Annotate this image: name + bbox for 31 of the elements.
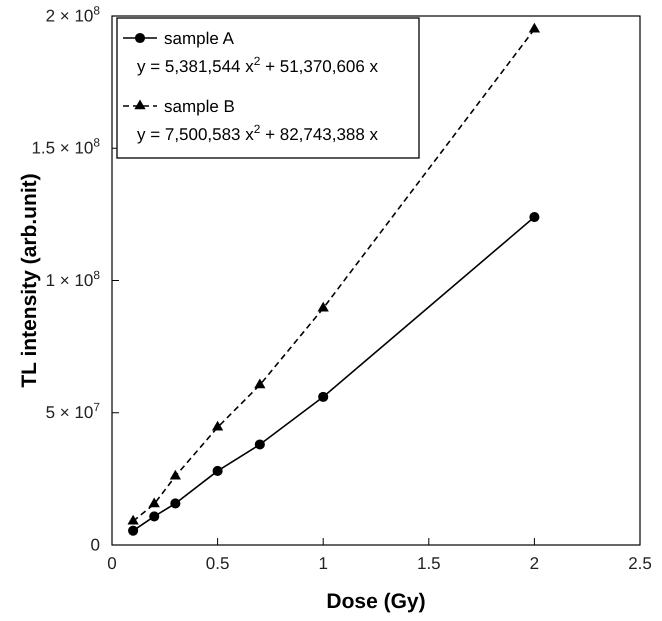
point [128,526,138,536]
x-tick-label: 0 [107,554,117,574]
point [254,378,266,388]
x-tick-label: 0.5 [206,554,230,574]
point [318,392,328,402]
x-tick-label: 2.5 [628,554,652,574]
point [170,470,181,480]
point [528,22,540,32]
y-tick-label: 2 × 10$^{8}$ [46,3,100,26]
x-tick-label: 1 [318,554,328,574]
point [318,302,329,312]
point [529,212,540,222]
legend-label: sample A [164,29,235,48]
point [254,439,265,450]
x-tick-label: 2 [530,554,540,574]
annotation: y = 7,500,583 x$^{2}$ + 82,743,388 x [137,122,379,144]
annotation: y = 5,381,544 x$^{2}$ + 51,370,606 x [137,54,379,76]
x-tick-label: 1.5 [416,554,441,574]
point [170,498,180,509]
point [127,514,139,524]
y-tick-label: 1.5 × 10$^{8}$ [31,136,100,158]
point [148,497,160,508]
y-tick-label: 0 [90,535,100,554]
y-axis-title: TL intensity (arb.unit) [18,173,41,388]
point [212,420,224,431]
x-axis-title: Dose (Gy) [326,590,426,613]
point [212,466,223,476]
point [149,511,160,522]
legend-label: sample B [164,97,235,116]
y-tick-label: 5 × 10$^{7}$ [46,400,100,422]
y-tick-label: 1 × 10$^{8}$ [46,268,100,290]
